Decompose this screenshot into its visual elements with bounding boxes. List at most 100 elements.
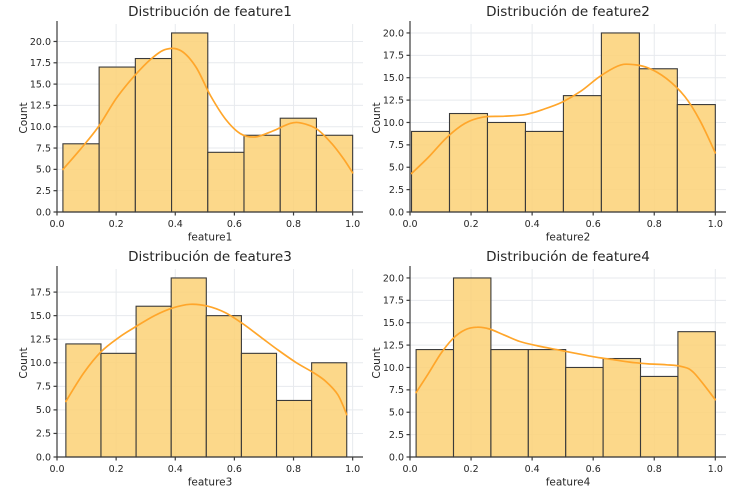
kde-curve: [415, 326, 717, 401]
x-tick-label: 0.4: [525, 219, 540, 230]
x-axis-label: feature3: [188, 477, 233, 489]
axes: [53, 266, 363, 461]
y-axis-label: Count: [371, 102, 383, 133]
plot-area: 0.0 2.5 5.0 7.5 10.0 12.5 15.0 17.5 20.0 0.0 0.2 0.…: [383, 21, 726, 230]
histogram-bar: [452, 277, 492, 458]
x-tick-label: 0.0: [402, 464, 417, 475]
y-tick-label: 12.5: [30, 101, 51, 112]
y-tick-label: 20.0: [383, 273, 404, 284]
x-tick-label: 0.8: [647, 219, 662, 230]
histogram-canvas-feature3: 0.0 2.5 5.0 7.5 10.0 12.5 15.0 17.5 0.0 0.2 0.4 0.6…: [18, 249, 363, 489]
axes: [406, 266, 726, 461]
y-tick-label: 10.0: [30, 122, 51, 133]
chart-title: Distribución de feature2: [486, 4, 650, 20]
y-tick-label: 2.5: [36, 186, 51, 197]
plot-area: 0.0 2.5 5.0 7.5 10.0 12.5 15.0 17.5 20.0 0.0 0.2 0.…: [30, 21, 363, 230]
y-tick-label: 10.0: [383, 118, 404, 129]
histogram-bar: [490, 349, 529, 458]
x-axis-label: feature2: [546, 232, 591, 244]
histogram-bars: [410, 32, 716, 213]
x-axis-label: feature4: [546, 477, 591, 489]
histogram-bar: [207, 151, 245, 213]
histogram-bar: [602, 357, 642, 458]
y-tick-label: 10.0: [30, 358, 51, 369]
y-tick-label: 0.0: [389, 452, 404, 463]
histogram-bar: [524, 130, 564, 213]
y-tick-label: 2.5: [36, 429, 51, 440]
histogram-canvas-feature1: 0.0 2.5 5.0 7.5 10.0 12.5 15.0 17.5 20.0 0.0 0.2 0.…: [18, 4, 363, 244]
y-tick-label: 0.0: [389, 207, 404, 218]
chart-title: Distribución de feature1: [128, 4, 292, 20]
x-tick-label: 0.8: [286, 464, 301, 475]
histogram-bar: [62, 143, 100, 213]
x-tick-label: 0.0: [49, 219, 64, 230]
y-tick-label: 12.5: [30, 335, 51, 346]
x-tick-label: 1.0: [708, 219, 723, 230]
histogram-bar: [275, 399, 313, 458]
y-tick-label: 17.5: [30, 58, 51, 69]
y-tick-label: 20.0: [383, 28, 404, 39]
y-axis-label: Count: [18, 347, 30, 378]
histogram-bar: [486, 121, 526, 213]
histogram-bar: [638, 68, 678, 213]
x-tick-label: 0.8: [647, 464, 662, 475]
y-tick-label: 7.5: [36, 382, 51, 393]
x-tick-label: 0.8: [286, 219, 301, 230]
x-tick-label: 0.6: [227, 219, 242, 230]
x-tick-label: 0.0: [49, 464, 64, 475]
histogram-bar: [243, 134, 281, 213]
histogram-bar: [448, 112, 489, 213]
histogram-bar: [100, 352, 137, 458]
y-tick-label: 2.5: [389, 185, 404, 196]
y-axis-label: Count: [18, 102, 30, 133]
axes: [53, 21, 363, 216]
y-tick-label: 15.0: [383, 318, 404, 329]
y-axis-label: Count: [371, 347, 383, 378]
histogram-bar: [676, 104, 716, 213]
x-tick-label: 0.2: [109, 219, 124, 230]
x-tick-label: 0.4: [168, 464, 183, 475]
histogram-bars: [62, 32, 354, 213]
y-tick-label: 12.5: [383, 340, 404, 351]
x-tick-label: 0.0: [402, 219, 417, 230]
y-tick-label: 5.0: [36, 165, 51, 176]
y-tick-label: 7.5: [389, 140, 404, 151]
x-tick-label: 0.6: [227, 464, 242, 475]
kde-curve: [410, 63, 717, 175]
x-tick-label: 0.2: [464, 464, 479, 475]
y-tick-label: 15.0: [30, 79, 51, 90]
histogram-bar: [240, 352, 278, 458]
y-tick-label: 17.5: [383, 296, 404, 307]
histogram-bar: [410, 130, 451, 213]
x-tick-label: 0.4: [525, 464, 540, 475]
kde-curve: [65, 303, 348, 416]
x-tick-label: 1.0: [708, 464, 723, 475]
histogram-canvas-feature4: 0.0 2.5 5.0 7.5 10.0 12.5 15.0 17.5 20.0 0.0 0.2 0.…: [371, 249, 726, 489]
y-tick-label: 15.0: [383, 73, 404, 84]
histogram-bar: [171, 32, 209, 213]
subplot-feature1: 0.0 2.5 5.0 7.5 10.0 12.5 15.0 17.5 20.0 0.0 0.2 0.…: [0, 0, 369, 245]
x-tick-label: 0.6: [586, 219, 601, 230]
axes: [406, 21, 726, 216]
subplot-feature4: 0.0 2.5 5.0 7.5 10.0 12.5 15.0 17.5 20.0 0.0 0.2 0.…: [369, 245, 738, 490]
histogram-bars: [415, 277, 716, 458]
y-tick-label: 15.0: [30, 311, 51, 322]
plot-area: 0.0 2.5 5.0 7.5 10.0 12.5 15.0 17.5 20.0 0.0 0.2 0.…: [383, 266, 726, 475]
x-tick-label: 0.2: [464, 219, 479, 230]
y-tick-label: 0.0: [36, 207, 51, 218]
chart-title: Distribución de feature3: [128, 249, 292, 265]
y-tick-label: 5.0: [389, 408, 404, 419]
y-tick-label: 5.0: [36, 405, 51, 416]
histogram-bar: [311, 362, 348, 458]
chart-title: Distribución de feature4: [486, 249, 650, 265]
histogram-bar: [639, 375, 679, 458]
histogram-bar: [415, 349, 455, 458]
histogram-bar: [562, 95, 602, 213]
histogram-bar: [279, 117, 317, 213]
y-tick-label: 0.0: [36, 452, 51, 463]
histogram-bar: [135, 305, 172, 458]
x-tick-label: 0.6: [586, 464, 601, 475]
y-tick-label: 17.5: [383, 51, 404, 62]
histogram-bar: [565, 366, 604, 458]
